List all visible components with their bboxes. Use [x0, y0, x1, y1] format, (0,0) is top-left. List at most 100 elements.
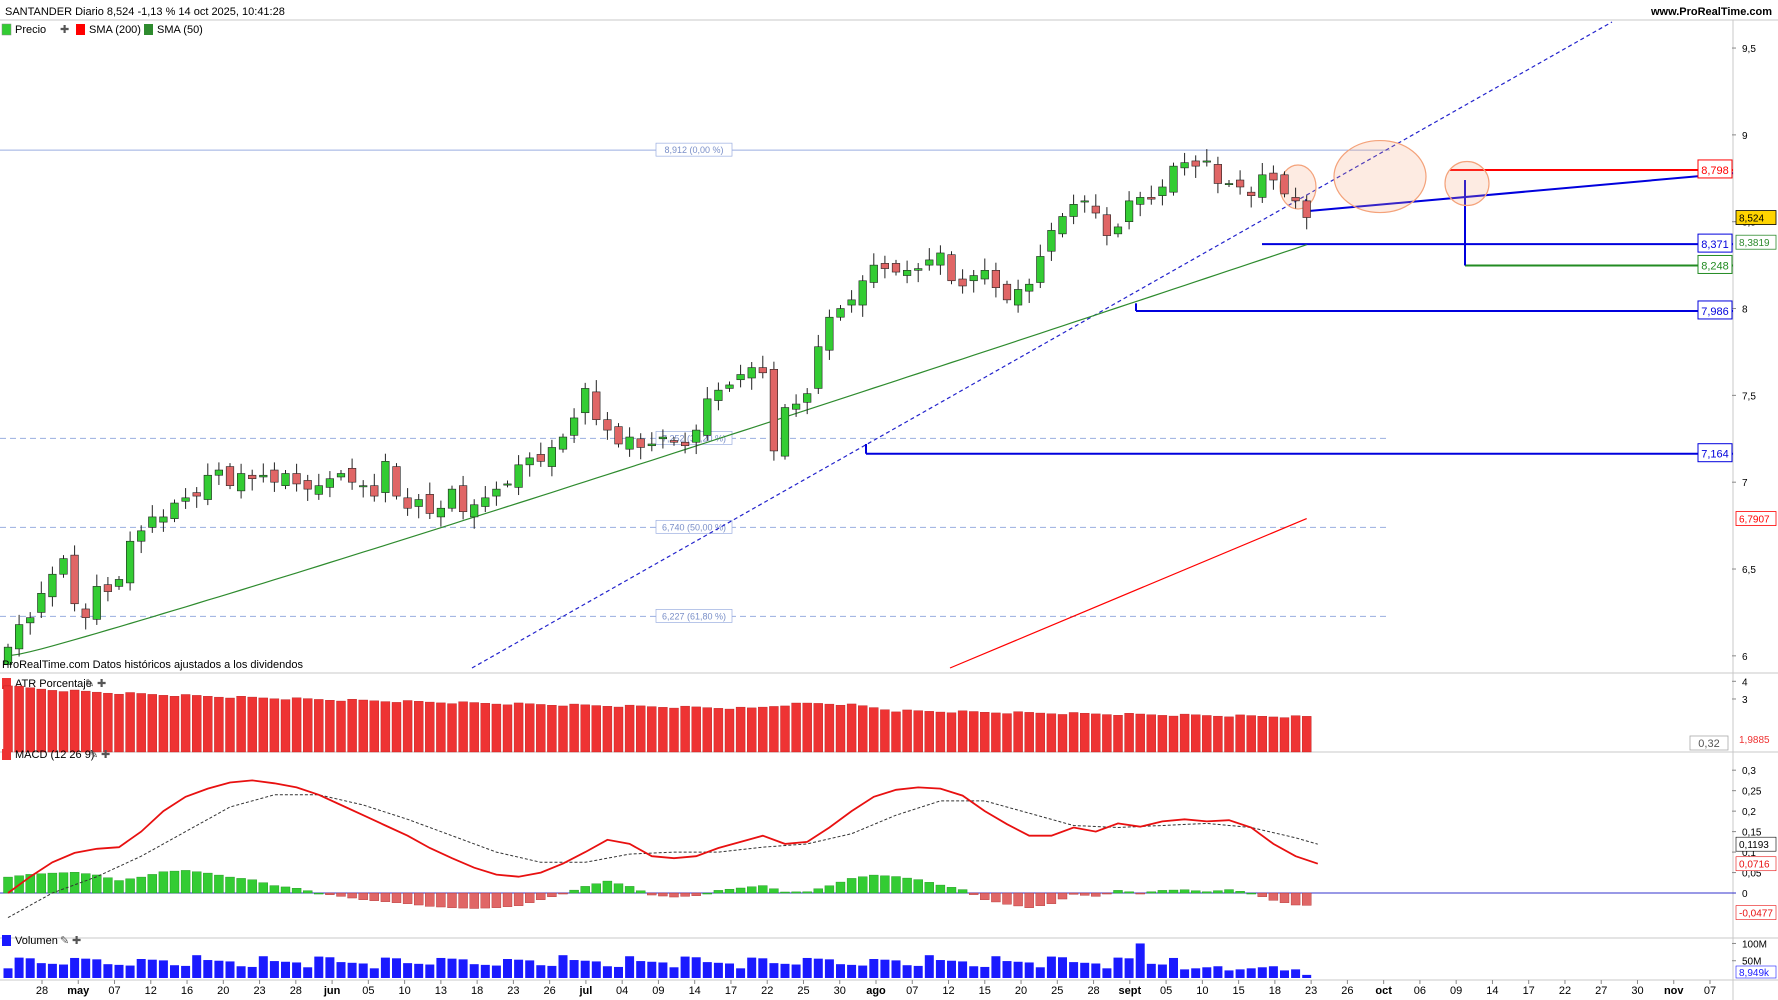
macd-add-icon[interactable]: ✚	[101, 749, 110, 761]
atr-bar-33	[369, 700, 379, 753]
macd-hist-bar-69	[769, 888, 779, 894]
macd-value-box-2	[1735, 905, 1777, 920]
candle-body-37	[414, 499, 423, 507]
volume-bar-76	[847, 964, 857, 978]
macd-wrench-icon[interactable]: ✎	[89, 749, 98, 761]
macd-tick-label-6: 0	[1742, 889, 1748, 900]
volume-bar-80	[891, 960, 901, 978]
sma50-legend-label: SMA (50)	[157, 24, 203, 36]
candle-body-46	[514, 464, 523, 488]
atr-wrench-icon[interactable]: ✎	[85, 678, 94, 690]
price-tick-label-6: 6,5	[1742, 565, 1756, 576]
volume-bar-107	[1191, 968, 1201, 978]
candle-7	[81, 603, 90, 630]
candle-43	[481, 486, 490, 513]
candle-74	[825, 309, 834, 360]
volume-bar-99	[1102, 968, 1112, 978]
macd-hist-bar-109	[1213, 890, 1223, 894]
volume-bar-37	[414, 963, 424, 978]
volume-tick-label-0: 100M	[1742, 939, 1767, 950]
volume-bar-14	[158, 960, 168, 978]
candle-body-44	[492, 488, 501, 497]
axis-marker-box-2	[1735, 511, 1777, 526]
candle-body-1	[15, 624, 24, 650]
candle-body-4	[48, 573, 57, 598]
candle-111	[1236, 170, 1245, 195]
candle-23	[259, 463, 268, 483]
atr-bar-111	[1235, 714, 1245, 753]
candle-body-49	[547, 447, 556, 467]
volume-bar-24	[269, 961, 279, 978]
candle-body-61	[680, 441, 690, 447]
macd-hist-bar-91	[1013, 892, 1023, 907]
brand-link[interactable]: www.ProRealTime.com	[1650, 6, 1772, 18]
volume-bar-79	[880, 959, 890, 978]
candle-body-52	[581, 388, 590, 414]
candle-19	[214, 462, 224, 485]
fib-label-box-3	[655, 609, 733, 623]
volume-add-icon[interactable]: ✚	[72, 935, 81, 947]
candles-layer	[3, 149, 1311, 668]
price-settings-icon[interactable]: ✚	[60, 24, 69, 36]
volume-bar-20	[225, 961, 235, 978]
macd-hist-bar-70	[780, 891, 790, 894]
price-tick-label-4: 7,5	[1742, 391, 1756, 402]
date-tick-label-40: 14	[1486, 985, 1498, 997]
atr-title: ATR Porcentaje	[15, 678, 92, 690]
macd-hist-bar-117	[1301, 892, 1312, 906]
macd-hist-bar-27	[303, 890, 313, 894]
candle-body-87	[969, 275, 978, 282]
candle-33	[370, 473, 379, 502]
atr-bar-98	[1091, 713, 1101, 753]
candle-87	[969, 269, 978, 293]
date-axis: 28 may 07 12 16 20 23 28 jun 05 10 13 18 23 26 jul 04 09 1…	[36, 980, 1716, 997]
volume-bar-54	[602, 966, 612, 978]
volume-wrench-icon[interactable]: ✎	[60, 935, 69, 947]
candle-89	[991, 262, 1000, 298]
candle-113	[1258, 163, 1267, 203]
candle-80	[891, 259, 901, 276]
candle-97	[1080, 195, 1089, 213]
pattern-ellipse-2	[1444, 160, 1490, 207]
volume-bar-2	[25, 958, 35, 978]
volume-bar-67	[747, 957, 757, 978]
volume-bar-81	[902, 965, 912, 978]
candle-67	[747, 362, 756, 390]
volume-bar-74	[824, 959, 834, 978]
candle-77	[858, 275, 867, 317]
candle-body-99	[1102, 214, 1111, 236]
candle-body-60	[669, 440, 679, 443]
candle-body-79	[880, 263, 889, 269]
atr-bar-53	[591, 705, 601, 753]
volume-bar-35	[392, 958, 401, 978]
candle-73	[814, 334, 823, 394]
macd-hist-bar-101	[1124, 891, 1134, 894]
date-tick-label-2: 07	[108, 985, 120, 997]
atr-bar-116	[1290, 715, 1301, 753]
candle-body-90	[1002, 283, 1012, 301]
candle-51	[569, 408, 579, 443]
volume-bar-101	[1124, 958, 1134, 978]
volume-bar-96	[1069, 962, 1079, 978]
macd-hist-bar-12	[136, 876, 146, 894]
price-tick-label-5: 7	[1742, 478, 1748, 489]
macd-hist-bar-25	[280, 886, 291, 894]
chart-title: SANTANDER Diario 8,524 -1,13 % 14 oct 20…	[5, 6, 285, 18]
candle-body-7	[81, 608, 90, 618]
atr-bar-30	[336, 700, 346, 753]
macd-value-label-1: 0,0716	[1739, 860, 1770, 871]
atr-bar-94	[1046, 713, 1057, 753]
volume-bar-105	[1169, 957, 1178, 978]
volume-bar-33	[369, 968, 379, 978]
axis-marker-box-0	[1735, 210, 1777, 225]
candle-body-13	[148, 516, 157, 528]
macd-hist-bar-77	[858, 876, 868, 894]
atr-add-icon[interactable]: ✚	[97, 678, 106, 690]
volume-bar-69	[769, 963, 779, 978]
candle-body-19	[214, 469, 224, 476]
macd-hist-bar-62	[691, 892, 701, 896]
dashed-trendline	[471, 21, 1613, 669]
atr-bar-70	[780, 705, 790, 753]
candle-102	[1136, 191, 1145, 217]
volume-bar-47	[525, 960, 535, 978]
